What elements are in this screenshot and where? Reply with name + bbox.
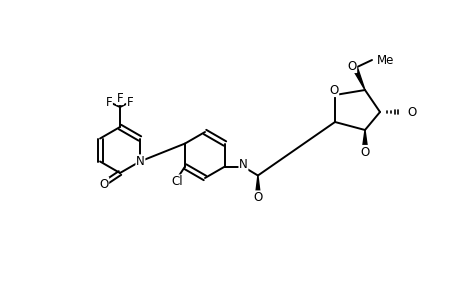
- Text: O: O: [99, 178, 108, 190]
- Text: Me: Me: [376, 53, 393, 67]
- Polygon shape: [362, 130, 367, 148]
- Text: N: N: [136, 155, 145, 168]
- Text: Cl: Cl: [171, 175, 183, 188]
- Text: O: O: [359, 146, 369, 158]
- Polygon shape: [352, 67, 364, 90]
- Text: F: F: [106, 95, 112, 109]
- Text: O: O: [329, 83, 338, 97]
- Polygon shape: [255, 176, 259, 194]
- Text: O: O: [347, 59, 356, 73]
- Text: O: O: [406, 106, 415, 118]
- Text: O: O: [253, 191, 262, 204]
- Text: N: N: [239, 158, 247, 171]
- Text: F: F: [117, 92, 123, 104]
- Text: F: F: [126, 95, 133, 109]
